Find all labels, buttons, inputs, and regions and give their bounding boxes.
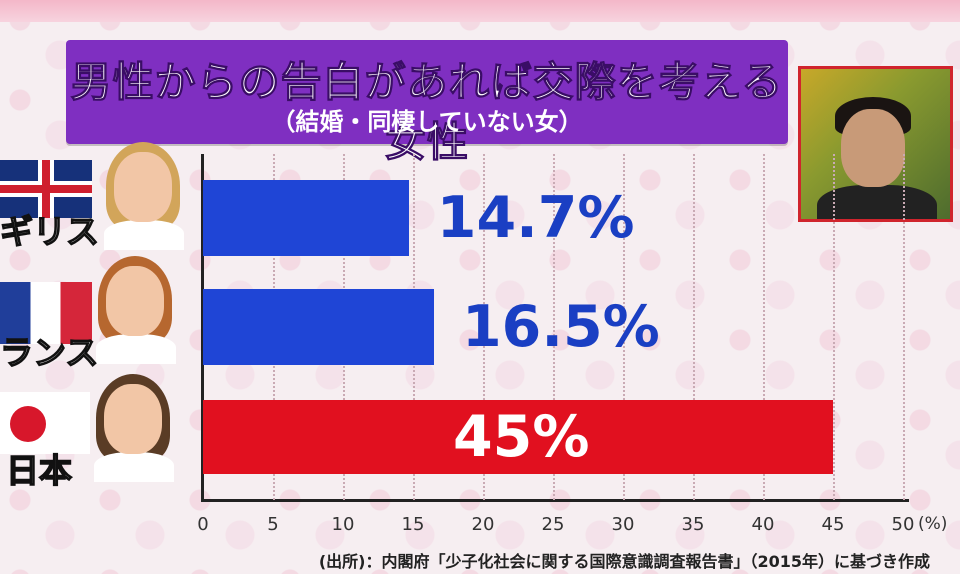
gridline bbox=[693, 154, 695, 500]
gridline bbox=[763, 154, 765, 500]
x-tick-label: 5 bbox=[267, 514, 279, 535]
woman-portrait-japan bbox=[86, 370, 181, 482]
bar-value-label-0: 14.7% bbox=[436, 184, 635, 251]
presenter-photo bbox=[798, 66, 953, 222]
bar-value-label-1: 16.5% bbox=[462, 293, 660, 360]
x-tick-label: 25 bbox=[541, 514, 565, 535]
woman-portrait-france bbox=[88, 252, 183, 364]
x-tick-label: 40 bbox=[751, 514, 775, 535]
y-axis-line bbox=[201, 154, 204, 502]
x-tick-label: 35 bbox=[681, 514, 705, 535]
uk-flag-icon bbox=[0, 160, 92, 218]
top-decorative-strip bbox=[0, 0, 960, 22]
x-tick-label: 20 bbox=[471, 514, 495, 535]
x-tick-label: 10 bbox=[331, 514, 355, 535]
gridline bbox=[623, 154, 625, 500]
title-panel: 男性からの告白があれば交際を考える女性 （結婚・同棲していない女） bbox=[66, 40, 788, 167]
gridline bbox=[833, 154, 835, 500]
bar-0 bbox=[203, 180, 409, 256]
x-axis-unit: (%) bbox=[918, 514, 948, 534]
france-flag-icon bbox=[0, 282, 92, 344]
gridline bbox=[903, 154, 905, 500]
bar-1 bbox=[203, 289, 434, 365]
x-tick-label: 45 bbox=[821, 514, 845, 535]
category-label-japan: 日本 bbox=[5, 450, 73, 491]
chart-title: 男性からの告白があれば交際を考える女性 bbox=[70, 58, 784, 167]
japan-flag-icon bbox=[0, 392, 90, 454]
x-tick-label: 0 bbox=[197, 514, 209, 535]
category-label-uk: ギリス bbox=[0, 211, 100, 252]
x-axis-line bbox=[201, 499, 909, 502]
x-tick-label: 15 bbox=[401, 514, 425, 535]
source-note: (出所)：内閣府「少子化社会に関する国際意識調査報告書」（2015年）に基づき作… bbox=[318, 552, 930, 571]
gridline bbox=[553, 154, 555, 500]
x-tick-label: 50 bbox=[891, 514, 915, 535]
x-tick-label: 30 bbox=[611, 514, 635, 535]
bar-2 bbox=[203, 400, 833, 474]
category-label-france: ランス bbox=[0, 332, 99, 373]
gridline bbox=[483, 154, 485, 500]
bar-value-label-2: 45% bbox=[453, 403, 590, 470]
chart-subtitle: （結婚・同棲していない女） bbox=[271, 108, 583, 136]
woman-portrait-uk bbox=[96, 138, 191, 250]
